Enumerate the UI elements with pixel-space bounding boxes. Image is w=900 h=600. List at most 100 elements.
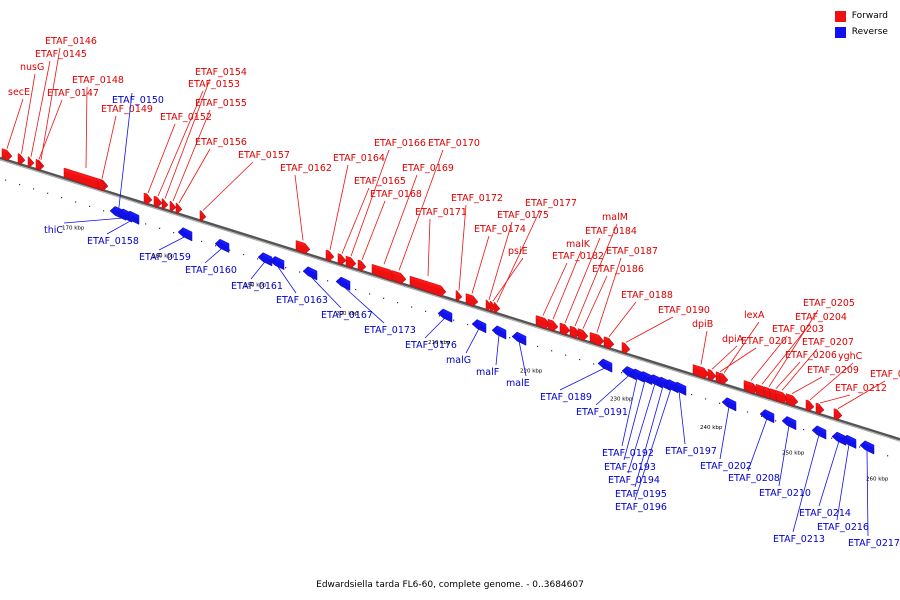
gene-forward-ETAF_0156[interactable]: ETAF_0156 — [175, 137, 247, 215]
gene-forward-ETAF_0157[interactable]: ETAF_0157 — [199, 150, 290, 222]
gene-label: ETAF_0215 — [870, 369, 900, 380]
gene-reverse-thiC[interactable]: thiC — [44, 208, 133, 236]
gene-reverse-ETAF_0163[interactable]: ETAF_0163 — [269, 256, 328, 306]
gene-label: thiC — [44, 225, 63, 236]
gene-reverse-ETAF_0176[interactable]: ETAF_0176 — [405, 308, 457, 351]
gene-reverse-ETAF_0216[interactable]: ETAF_0216 — [817, 434, 869, 533]
gene-forward-ETAF_0174[interactable]: ETAF_0174 — [465, 224, 526, 307]
gene-reverse-ETAF_0210[interactable]: ETAF_0210 — [759, 416, 811, 499]
gene-reverse-ETAF_0159[interactable]: ETAF_0159 — [139, 227, 193, 263]
track-dot — [607, 367, 609, 369]
gene-reverse-ETAF_0213[interactable]: ETAF_0213 — [773, 425, 827, 545]
gene-forward-ETAF_0172[interactable]: ETAF_0172 — [451, 193, 503, 302]
gene-forward-ETAF_0175[interactable]: ETAF_0175 — [485, 210, 549, 312]
track-dot — [327, 280, 329, 282]
gene-label: ETAF_0153 — [188, 79, 240, 90]
gene-reverse-ETAF_0160[interactable]: ETAF_0160 — [185, 238, 237, 276]
svg-text:250 kbp: 250 kbp — [782, 450, 805, 456]
track-dot — [649, 380, 651, 383]
gene-forward-ETAF_0170[interactable]: ETAF_0170 — [391, 138, 480, 285]
gene-forward-dpiA[interactable]: dpiA — [707, 334, 744, 382]
gene-reverse-ETAF_0189[interactable]: ETAF_0189 — [540, 358, 613, 403]
gene-reverse-ETAF_0202[interactable]: ETAF_0202 — [700, 397, 752, 472]
gene-forward-ETAF_0171[interactable]: ETAF_0171 — [409, 207, 467, 297]
gene-forward-ETAF_0207[interactable]: ETAF_0207 — [775, 337, 854, 404]
gene-forward-ETAF_0148[interactable]: ETAF_0148 — [63, 75, 124, 192]
gene-label: ETAF_0145 — [35, 49, 87, 60]
gene-reverse-malG[interactable]: malG — [446, 319, 487, 367]
track-dot — [201, 240, 203, 243]
gene-forward-ETAF_0168[interactable]: ETAF_0168 — [357, 189, 422, 272]
gene-forward-ETAF_0149[interactable]: ETAF_0149 — [97, 104, 153, 191]
track-dot — [439, 315, 441, 317]
gene-forward-ETAF_0152[interactable]: ETAF_0152 — [143, 112, 212, 205]
gene-label: ETAF_0207 — [802, 337, 854, 348]
gene-forward-ETAF_0212[interactable]: ETAF_0212 — [815, 383, 887, 415]
track-dot — [775, 420, 777, 422]
gene-forward-ETAF_0186[interactable]: ETAF_0186 — [577, 264, 644, 342]
gene-forward-ETAF_0153[interactable]: ETAF_0153 — [153, 79, 240, 208]
gene-forward-ETAF_0215[interactable]: ETAF_0215 — [833, 369, 900, 421]
gene-forward-ETAF_0145[interactable]: ETAF_0145 — [27, 49, 87, 169]
gene-label: ETAF_0184 — [585, 226, 637, 237]
gene-forward-ETAF_0164[interactable]: ETAF_0164 — [325, 153, 385, 262]
gene-forward-ETAF_0162[interactable]: ETAF_0162 — [280, 163, 332, 255]
track-dot — [663, 385, 665, 387]
gene-label: ETAF_0205 — [803, 298, 855, 309]
gene-forward-ETAF_0209[interactable]: ETAF_0209 — [785, 365, 859, 407]
gene-reverse-ETAF_0161[interactable]: ETAF_0161 — [231, 252, 283, 292]
gene-forward-yghC[interactable]: yghC — [805, 351, 863, 412]
gene-label: ETAF_0164 — [333, 153, 385, 164]
gene-label: ETAF_0150 — [112, 95, 164, 106]
forward-swatch — [834, 10, 846, 22]
gene-label: ETAF_0156 — [195, 137, 247, 148]
gene-forward-ETAF_0190[interactable]: ETAF_0190 — [621, 305, 710, 355]
gene-reverse-ETAF_0217[interactable]: ETAF_0217 — [848, 440, 900, 549]
gene-reverse-ETAF_0173[interactable]: ETAF_0173 — [335, 276, 416, 336]
gene-forward-ETAF_0182[interactable]: ETAF_0182 — [535, 251, 604, 330]
gene-forward-ETAF_0203[interactable]: ETAF_0203 — [743, 324, 824, 395]
svg-text:220 kbp: 220 kbp — [520, 369, 543, 375]
track-dot — [761, 415, 763, 418]
gene-forward-ETAF_0169[interactable]: ETAF_0169 — [371, 163, 454, 282]
gene-forward-ETAF_0177[interactable]: ETAF_0177 — [493, 198, 577, 314]
gene-reverse-ETAF_0197[interactable]: ETAF_0197 — [665, 381, 717, 457]
track-dot — [523, 341, 525, 343]
gene-forward-psiE[interactable]: psiE — [489, 246, 528, 313]
gene-forward-ETAF_0166[interactable]: ETAF_0166 — [345, 138, 426, 269]
track-dot — [285, 267, 287, 269]
gene-reverse-ETAF_0195[interactable]: ETAF_0195 — [615, 376, 671, 500]
track-dot — [159, 227, 161, 229]
gene-label: ETAF_0158 — [87, 236, 139, 247]
svg-text:210 kbp: 210 kbp — [428, 340, 451, 346]
svg-text:190 kbp: 190 kbp — [244, 282, 267, 288]
gene-forward-ETAF_0165[interactable]: ETAF_0165 — [337, 176, 406, 266]
legend-reverse: Reverse — [834, 24, 888, 40]
gene-label: yghC — [838, 351, 863, 362]
gene-label: ETAF_0212 — [835, 383, 887, 394]
gene-reverse-ETAF_0214[interactable]: ETAF_0214 — [799, 431, 851, 519]
track-dot — [733, 407, 735, 409]
gene-forward-nusG[interactable]: nusG — [17, 62, 44, 166]
gene-forward-lexA[interactable]: lexA — [719, 310, 765, 385]
gene-forward-dpiB[interactable]: dpiB — [692, 319, 713, 379]
track-dot — [509, 337, 511, 339]
gene-forward-malK[interactable]: malK — [547, 239, 591, 332]
gene-reverse-malF[interactable]: malF — [476, 325, 507, 378]
gene-forward-ETAF_0155[interactable]: ETAF_0155 — [169, 98, 247, 213]
gene-reverse-ETAF_0208[interactable]: ETAF_0208 — [728, 409, 780, 485]
gene-label: ETAF_0148 — [72, 75, 124, 86]
gene-reverse-ETAF_0194[interactable]: ETAF_0194 — [608, 374, 663, 487]
gene-forward-ETAF_0147[interactable]: ETAF_0147 — [35, 88, 99, 171]
gene-forward-ETAF_0188[interactable]: ETAF_0188 — [603, 290, 673, 350]
gene-label: ETAF_0186 — [592, 264, 644, 275]
gene-forward-ETAF_0204[interactable]: ETAF_0204 — [755, 312, 847, 398]
gene-reverse-ETAF_0158[interactable]: ETAF_0158 — [87, 210, 140, 247]
gene-forward-ETAF_0187[interactable]: ETAF_0187 — [589, 246, 658, 347]
gene-forward-ETAF_0184[interactable]: ETAF_0184 — [559, 226, 637, 336]
gene-label: ETAF_0155 — [195, 98, 247, 109]
gene-forward-malM[interactable]: malM — [569, 212, 628, 339]
gene-forward-secE[interactable]: secE — [1, 87, 30, 162]
gene-reverse-malE[interactable]: malE — [506, 331, 530, 389]
gene-forward-ETAF_0154[interactable]: ETAF_0154 — [161, 67, 247, 210]
